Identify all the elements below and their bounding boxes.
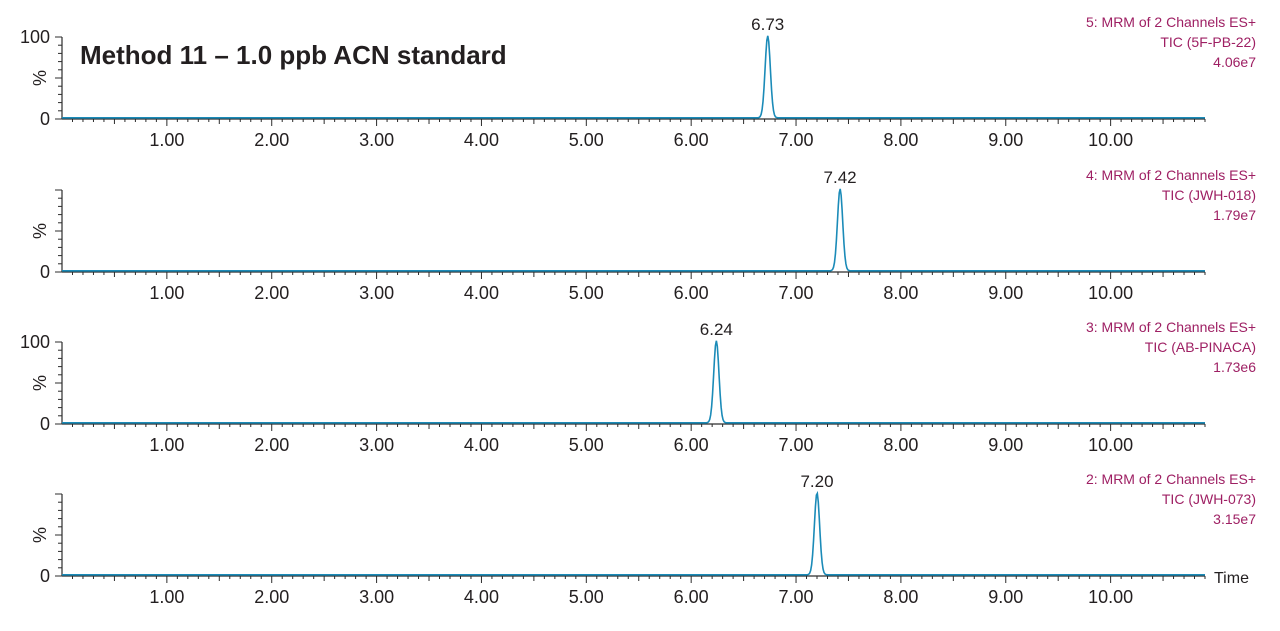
compound-info: TIC (JWH-073) <box>1162 491 1256 507</box>
x-tick-label: 8.00 <box>883 130 918 150</box>
x-tick-label: 3.00 <box>359 435 394 455</box>
intensity-info: 1.79e7 <box>1213 207 1256 223</box>
x-tick-label: 7.00 <box>779 130 814 150</box>
y-tick-label-bottom: 0 <box>40 262 50 282</box>
x-tick-label: 3.00 <box>359 130 394 150</box>
x-tick-label: 8.00 <box>883 435 918 455</box>
x-tick-label: 2.00 <box>254 435 289 455</box>
peak-label: 7.42 <box>824 168 857 187</box>
compound-info: TIC (JWH-018) <box>1162 187 1256 203</box>
chromatogram-trace <box>62 340 1205 424</box>
x-tick-label: 4.00 <box>464 587 499 607</box>
intensity-info: 1.73e6 <box>1213 359 1256 375</box>
y-tick-label-top: 100 <box>20 332 50 352</box>
x-tick-label: 6.00 <box>674 283 709 303</box>
peak-label: 6.73 <box>751 15 784 34</box>
peak-label: 6.24 <box>700 320 733 339</box>
panels-group: 100 0% 1.00 2.00 3.00 4.00 5.00 6.00 7.00 8.00 9.0… <box>20 14 1256 607</box>
panel-3: 100 0% 1.00 2.00 3.00 4.00 5.00 6.00 7.00 8.00 9.0… <box>20 319 1256 455</box>
y-axis-label: % <box>30 223 50 239</box>
x-tick-label: 2.00 <box>254 587 289 607</box>
x-tick-label: 2.00 <box>254 130 289 150</box>
x-tick-label: 9.00 <box>988 435 1023 455</box>
x-tick-label: 9.00 <box>988 130 1023 150</box>
panel-4: 0% 1.00 2.00 3.00 4.00 5.00 6.00 7.00 8.00 9.00 10… <box>30 471 1256 607</box>
x-tick-label: 8.00 <box>883 283 918 303</box>
y-axis-label: % <box>30 375 50 391</box>
x-tick-label: 1.00 <box>149 587 184 607</box>
chromatogram-trace <box>62 490 1205 576</box>
x-tick-label: 1.00 <box>149 283 184 303</box>
panel-2: 0% 1.00 2.00 3.00 4.00 5.00 6.00 7.00 8.00 9.00 10… <box>30 167 1256 303</box>
channel-info: 5: MRM of 2 Channels ES+ <box>1086 14 1256 30</box>
y-tick-label-bottom: 0 <box>40 566 50 586</box>
x-tick-label: 6.00 <box>674 587 709 607</box>
channel-info: 4: MRM of 2 Channels ES+ <box>1086 167 1256 183</box>
x-tick-label: 7.00 <box>779 587 814 607</box>
intensity-info: 3.15e7 <box>1213 511 1256 527</box>
x-tick-label: 5.00 <box>569 130 604 150</box>
compound-info: TIC (5F-PB-22) <box>1160 34 1256 50</box>
intensity-info: 4.06e7 <box>1213 54 1256 70</box>
y-tick-label-bottom: 0 <box>40 414 50 434</box>
x-tick-label: 4.00 <box>464 435 499 455</box>
x-tick-label: 10.00 <box>1088 130 1133 150</box>
x-tick-label: 10.00 <box>1088 587 1133 607</box>
x-tick-label: 9.00 <box>988 283 1023 303</box>
x-tick-label: 8.00 <box>883 587 918 607</box>
x-tick-label: 6.00 <box>674 130 709 150</box>
x-tick-label: 3.00 <box>359 587 394 607</box>
y-tick-label-bottom: 0 <box>40 109 50 129</box>
x-tick-label: 2.00 <box>254 283 289 303</box>
y-tick-label-top: 100 <box>20 27 50 47</box>
x-tick-label: 7.00 <box>779 435 814 455</box>
x-tick-label: 7.00 <box>779 283 814 303</box>
chromatogram-trace <box>62 188 1205 272</box>
x-tick-label: 1.00 <box>149 435 184 455</box>
x-tick-label: 5.00 <box>569 283 604 303</box>
x-tick-label: 10.00 <box>1088 435 1133 455</box>
compound-info: TIC (AB-PINACA) <box>1145 339 1256 355</box>
x-tick-label: 6.00 <box>674 435 709 455</box>
channel-info: 3: MRM of 2 Channels ES+ <box>1086 319 1256 335</box>
y-axis-label: % <box>30 70 50 86</box>
channel-info: 2: MRM of 2 Channels ES+ <box>1086 471 1256 487</box>
x-tick-label: 4.00 <box>464 283 499 303</box>
chromatogram-trace <box>62 35 1205 119</box>
x-tick-label: 3.00 <box>359 283 394 303</box>
x-tick-label: 4.00 <box>464 130 499 150</box>
y-axis-label: % <box>30 527 50 543</box>
peak-label: 7.20 <box>800 472 833 491</box>
x-tick-label: 5.00 <box>569 435 604 455</box>
x-tick-label: 9.00 <box>988 587 1023 607</box>
x-axis-label: Time <box>1214 570 1249 587</box>
x-tick-label: 1.00 <box>149 130 184 150</box>
x-tick-label: 5.00 <box>569 587 604 607</box>
x-tick-label: 10.00 <box>1088 283 1133 303</box>
panel-1: 100 0% 1.00 2.00 3.00 4.00 5.00 6.00 7.00 8.00 9.0… <box>20 14 1256 150</box>
chart-title: Method 11 – 1.0 ppb ACN standard <box>80 40 507 70</box>
